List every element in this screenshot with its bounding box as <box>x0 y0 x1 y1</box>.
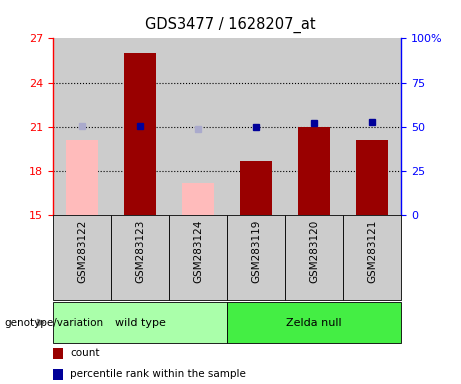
Text: GSM283120: GSM283120 <box>309 219 319 283</box>
Text: genotype/variation: genotype/variation <box>5 318 104 328</box>
Bar <box>53 38 111 215</box>
Bar <box>356 140 388 215</box>
Text: count: count <box>70 348 100 358</box>
Bar <box>343 38 401 215</box>
Bar <box>240 161 272 215</box>
Text: percentile rank within the sample: percentile rank within the sample <box>70 369 246 379</box>
Text: GDS3477 / 1628207_at: GDS3477 / 1628207_at <box>145 17 316 33</box>
Text: GSM283122: GSM283122 <box>77 219 87 283</box>
Bar <box>343 215 401 300</box>
Bar <box>285 38 343 215</box>
Text: Zelda null: Zelda null <box>286 318 342 328</box>
Bar <box>343 38 401 215</box>
Bar <box>124 53 156 215</box>
Bar <box>227 302 401 343</box>
Bar <box>111 215 169 300</box>
Bar <box>182 183 214 215</box>
Bar <box>169 215 227 300</box>
Text: GSM283121: GSM283121 <box>367 219 377 283</box>
Text: GSM283124: GSM283124 <box>193 219 203 283</box>
Bar <box>53 302 227 343</box>
Text: GSM283123: GSM283123 <box>135 219 145 283</box>
Bar <box>169 38 227 215</box>
Bar <box>285 38 343 215</box>
Bar <box>227 38 285 215</box>
Bar <box>227 38 285 215</box>
Bar <box>169 38 227 215</box>
Text: GSM283119: GSM283119 <box>251 219 261 283</box>
Bar <box>53 38 111 215</box>
Bar <box>285 215 343 300</box>
Bar <box>111 38 169 215</box>
Bar <box>111 38 169 215</box>
Bar <box>227 215 285 300</box>
Text: wild type: wild type <box>115 318 165 328</box>
Bar <box>66 140 98 215</box>
Bar <box>298 127 330 215</box>
Bar <box>53 215 111 300</box>
